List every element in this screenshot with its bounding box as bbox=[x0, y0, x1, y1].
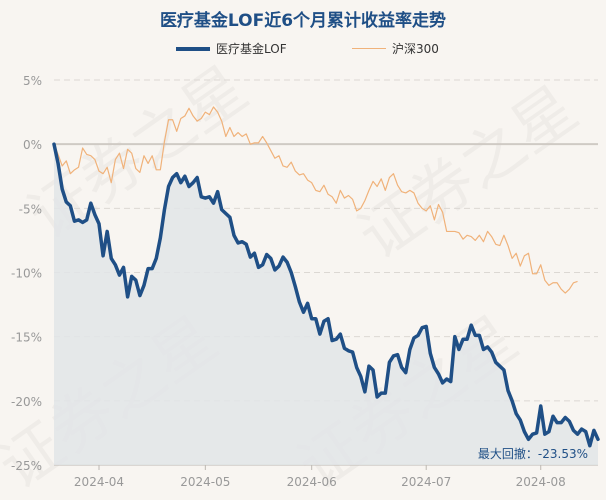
legend-swatch-fund bbox=[176, 46, 210, 51]
y-tick-label: -20% bbox=[11, 395, 42, 409]
y-tick-label: -10% bbox=[11, 267, 42, 281]
y-tick-label: -5% bbox=[19, 202, 42, 216]
y-tick-label: 5% bbox=[23, 74, 42, 88]
legend-label-fund: 医疗基金LOF bbox=[216, 42, 287, 56]
series-line-fund bbox=[52, 142, 600, 448]
max-drawdown-annotation: 最大回撤：-23.53% bbox=[478, 446, 588, 461]
chart-title: 医疗基金LOF近6个月累计收益率走势 bbox=[159, 11, 447, 31]
x-tick-label: 2024-06 bbox=[287, 475, 337, 489]
legend-label-index: 沪深300 bbox=[392, 42, 439, 56]
y-axis: 5% 0% -5% -10% -15% -20% -25% bbox=[11, 74, 42, 473]
x-tick-label: 2024-08 bbox=[516, 475, 566, 489]
x-tick-label: 2024-05 bbox=[180, 475, 230, 489]
x-tick-label: 2024-04 bbox=[74, 475, 124, 489]
series-group bbox=[52, 106, 600, 466]
x-tick-label: 2024-07 bbox=[401, 475, 451, 489]
fund-area-fill bbox=[54, 144, 598, 466]
legend-item-fund[interactable]: 医疗基金LOF bbox=[176, 40, 287, 57]
watermark-text: 证券之星 bbox=[345, 71, 590, 273]
legend-swatch-index bbox=[352, 48, 386, 49]
y-tick-label: 0% bbox=[23, 138, 42, 152]
series-line-index bbox=[53, 106, 578, 294]
legend-item-index[interactable]: 沪深300 bbox=[352, 40, 439, 57]
y-tick-label: -25% bbox=[11, 459, 42, 473]
legend: 医疗基金LOF 沪深300 bbox=[0, 40, 606, 60]
y-tick-label: -15% bbox=[11, 331, 42, 345]
